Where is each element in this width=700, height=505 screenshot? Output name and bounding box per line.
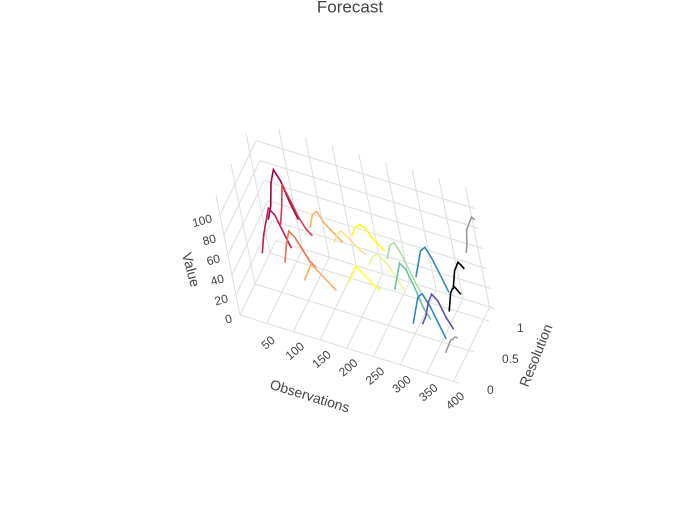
series-line bbox=[415, 246, 450, 293]
grid-line bbox=[453, 306, 491, 382]
grid-line bbox=[219, 140, 257, 216]
grid-line bbox=[231, 200, 269, 276]
x-tick-label: 250 bbox=[363, 364, 388, 388]
grid-line bbox=[263, 180, 484, 250]
grid-line bbox=[235, 220, 273, 296]
grid-line bbox=[227, 180, 265, 256]
grid-line bbox=[255, 140, 476, 210]
series-line bbox=[309, 210, 344, 244]
x-tick-label: 350 bbox=[416, 380, 441, 404]
grid-line bbox=[269, 252, 490, 322]
series-line bbox=[448, 285, 462, 312]
grid-line bbox=[267, 200, 488, 270]
series-line bbox=[333, 229, 367, 256]
series-line bbox=[279, 183, 313, 237]
grid-line bbox=[254, 283, 475, 353]
series-line bbox=[303, 262, 337, 292]
series-line bbox=[421, 292, 455, 330]
z-tick-label: 100 bbox=[191, 211, 214, 230]
z-axis-title: Value bbox=[179, 251, 204, 289]
series-line bbox=[267, 167, 300, 220]
grid-line bbox=[275, 240, 496, 310]
y-tick-label: 0.5 bbox=[502, 352, 519, 366]
grid-line bbox=[292, 256, 330, 332]
chart-title: Forecast bbox=[317, 0, 383, 16]
x-tick-label: 300 bbox=[389, 372, 414, 396]
series-line bbox=[465, 215, 476, 253]
grid-line bbox=[223, 160, 261, 236]
series-line bbox=[284, 229, 317, 269]
y-tick-label: 1 bbox=[517, 321, 524, 335]
x-tick-label: 200 bbox=[336, 356, 361, 380]
x-tick-label: 100 bbox=[283, 339, 308, 363]
series-line bbox=[351, 223, 386, 252]
series-line bbox=[412, 292, 447, 340]
grid-line bbox=[259, 160, 480, 230]
x-tick-label: 400 bbox=[443, 389, 468, 413]
grid-line bbox=[239, 314, 460, 384]
series-line bbox=[348, 264, 382, 291]
x-tick-label: 150 bbox=[309, 347, 334, 371]
z-tick-label: 80 bbox=[201, 231, 218, 248]
y-tick-label: 0 bbox=[487, 383, 494, 397]
x-tick-label: 50 bbox=[259, 333, 278, 353]
z-tick-label: 0 bbox=[224, 311, 234, 326]
series-line bbox=[452, 260, 465, 290]
z-tick-label: 40 bbox=[209, 271, 226, 288]
grid-line bbox=[373, 281, 410, 357]
grid-line bbox=[346, 273, 384, 349]
grid-line bbox=[399, 290, 437, 366]
grid-line bbox=[239, 240, 277, 316]
series-line bbox=[386, 241, 426, 300]
series-line bbox=[444, 336, 458, 354]
series-line bbox=[394, 261, 432, 321]
series-line bbox=[261, 206, 293, 254]
x-axis-title: Observations bbox=[268, 376, 352, 415]
z-tick-label: 20 bbox=[213, 291, 230, 308]
z-tick-label: 60 bbox=[205, 251, 222, 268]
